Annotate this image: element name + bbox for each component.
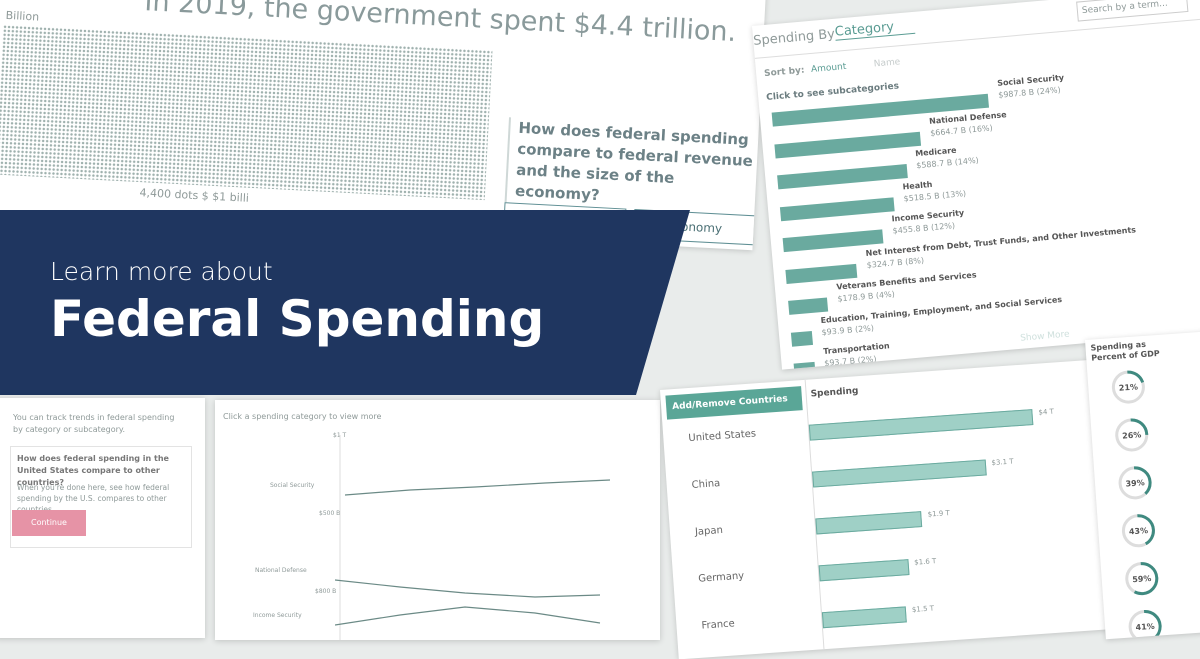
trends-question: How does federal spending in the United …	[17, 454, 169, 487]
ring-value	[1115, 418, 1149, 452]
country-name: China	[691, 478, 721, 492]
ring-label: 26%	[1122, 430, 1142, 440]
add-remove-button[interactable]: Add/Remove Countries	[665, 386, 803, 420]
country-name: Germany	[697, 570, 745, 585]
axis-label: $800 B	[315, 588, 337, 595]
trends-text: You can track trends in federal spending…	[13, 413, 175, 434]
chart-hint: Click a spending category to view more	[223, 412, 382, 421]
country-name: Japan	[694, 524, 724, 538]
trend-line	[335, 579, 601, 598]
countries-panel: Add/Remove Countries Spending United Sta…	[660, 360, 1108, 659]
axis-label: $500 B	[319, 510, 341, 517]
banner-title: Federal Spending	[50, 290, 544, 348]
trends-panel: You can track trends in federal spending…	[0, 398, 205, 638]
country-bar	[808, 409, 1034, 441]
gdp-panel: Spending as Percent of GDP 21% 26% 39% 43% 5…	[1085, 330, 1200, 640]
ring-label: 43%	[1129, 526, 1149, 536]
series-label: Social Security	[270, 482, 315, 489]
banner-kicker: Learn more about	[50, 257, 273, 286]
line-panel: Click a spending category to view more $…	[215, 400, 660, 640]
country-name: United States	[688, 428, 757, 445]
banner-layer: Learn more about Federal Spending	[0, 210, 690, 395]
gdp-ring: 43%	[1121, 514, 1155, 548]
country-value: $1.9 T	[927, 509, 951, 519]
continue-button[interactable]: Continue	[12, 510, 86, 536]
divider	[804, 379, 825, 650]
trend-line	[335, 606, 601, 626]
ring-label: 39%	[1125, 478, 1145, 488]
ring-track	[1111, 370, 1145, 404]
gdp-title: Spending as Percent of GDP	[1090, 339, 1160, 363]
ring-label: 59%	[1132, 574, 1152, 584]
trends-body: When you're done here, see how federal s…	[17, 483, 170, 514]
question-box	[10, 446, 192, 548]
series-label: Income Security	[253, 612, 302, 619]
ring-value	[1125, 562, 1159, 596]
country-value: $4 T	[1038, 407, 1055, 417]
ring-label: 41%	[1135, 622, 1155, 632]
ring-label: 21%	[1119, 382, 1139, 392]
gdp-ring: 41%	[1128, 610, 1162, 640]
country-bar	[818, 559, 910, 582]
gdp-ring: 59%	[1125, 562, 1159, 596]
spending-column: Spending	[810, 386, 859, 400]
country-name: France	[701, 618, 736, 632]
country-value: $1.5 T	[911, 604, 935, 614]
country-bar	[815, 511, 923, 535]
line-decoration	[335, 435, 611, 640]
gdp-ring: 39%	[1118, 466, 1152, 500]
gdp-ring: 21%	[1111, 370, 1145, 404]
banner-shape	[0, 210, 690, 395]
country-bar	[812, 459, 987, 488]
country-bar	[821, 606, 907, 629]
gdp-ring: 26%	[1115, 418, 1149, 452]
country-value: $3.1 T	[991, 457, 1014, 468]
trend-line	[344, 479, 611, 496]
series-label: National Defense	[255, 567, 307, 574]
country-value: $1.6 T	[913, 557, 937, 567]
